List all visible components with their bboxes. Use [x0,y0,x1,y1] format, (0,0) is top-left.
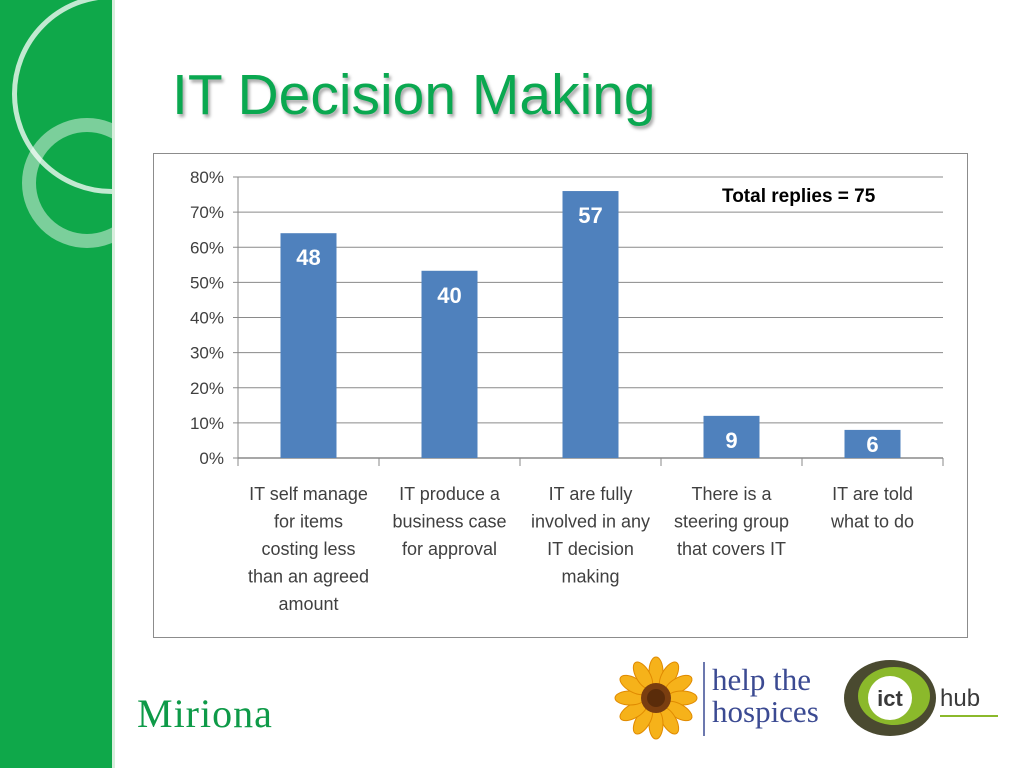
y-tick-label: 50% [190,273,224,292]
x-category-label: IT self manage [249,484,368,504]
y-tick-label: 10% [190,414,224,433]
y-tick-label: 60% [190,238,224,257]
sidebar-decoration [0,0,112,768]
x-category-label: There is a [691,484,772,504]
x-category-label: steering group [674,512,789,532]
hub-label: hub [940,685,980,712]
total-replies-annotation: Total replies = 75 [722,186,876,207]
x-category-label: than an agreed [248,567,369,587]
y-tick-label: 80% [190,168,224,187]
sunflower-icon [614,656,698,740]
x-category-label: for approval [402,539,497,559]
y-tick-label: 0% [199,449,224,468]
x-category-label: IT are fully [549,484,633,504]
data-label: 57 [578,203,602,228]
bar [844,429,901,458]
x-category-label: what to do [830,512,914,532]
x-category-label: amount [278,594,338,614]
help-the-hospices-logo-text: help the hospices [712,664,819,728]
bar [421,270,478,458]
y-tick-label: 40% [190,309,224,328]
x-category-label: IT decision [547,539,634,559]
bar [280,233,337,458]
bar [562,191,619,459]
x-category-label: costing less [261,539,355,559]
slide-title: IT Decision Making [172,63,656,127]
data-label: 6 [866,432,878,457]
data-label: 48 [296,245,320,270]
sidebar-edge [112,0,115,768]
logo-text-line: help the [712,662,811,697]
x-category-label: IT produce a [399,484,501,504]
logo-text-line: hospices [712,694,819,729]
brand-logo: Miriona [137,691,273,736]
sunflower-logo [614,656,705,740]
y-tick-label: 20% [190,379,224,398]
data-label: 9 [725,428,737,453]
data-label: 40 [437,283,461,308]
x-category-label: making [561,567,619,587]
x-category-label: IT are told [832,484,913,504]
ict-hub-logo: ict hub [844,660,998,736]
x-category-label: that covers IT [677,539,786,559]
x-category-label: business case [392,512,506,532]
x-category-label: involved in any [531,512,650,532]
ict-label: ict [877,686,903,711]
y-tick-label: 30% [190,344,224,363]
y-tick-label: 70% [190,203,224,222]
bar [703,415,760,458]
x-category-label: for items [274,512,343,532]
